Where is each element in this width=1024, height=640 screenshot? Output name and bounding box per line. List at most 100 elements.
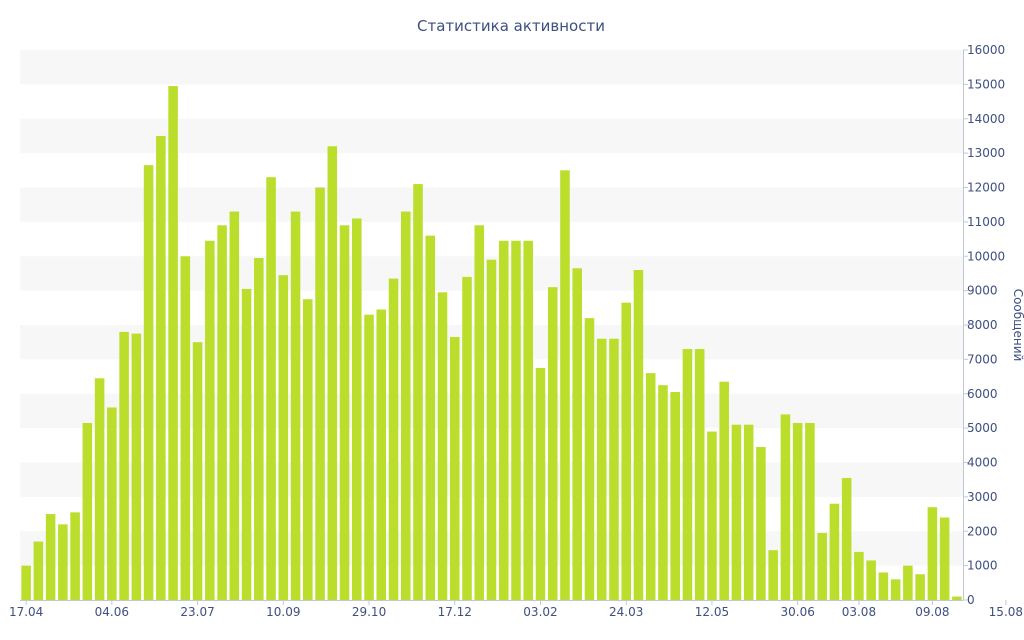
bar[interactable] [829,503,840,600]
bar[interactable] [45,514,56,600]
y-tick-label: 12000 [967,181,1005,195]
bar[interactable] [364,314,374,600]
bar[interactable] [82,422,93,600]
bar[interactable] [854,551,864,601]
bar[interactable] [119,331,129,601]
chart-title: Статистика активности [417,17,605,35]
bar[interactable] [707,431,717,600]
bar[interactable] [633,270,644,600]
y-tick-label: 10000 [967,249,1005,263]
bar[interactable] [107,407,117,601]
bar[interactable] [780,414,791,601]
bar[interactable] [523,240,534,600]
y-axis-label: Сообщений [1011,289,1024,362]
bar[interactable] [903,565,913,601]
bar[interactable] [241,288,252,600]
bar[interactable] [413,184,423,600]
y-tick-label: 15000 [967,77,1005,91]
y-tick-label: 0 [967,593,975,607]
bar[interactable] [572,268,582,600]
bar[interactable] [511,240,521,600]
y-tick-label: 14000 [967,112,1005,126]
bar[interactable] [756,447,766,600]
x-tick-label: 24.03 [609,605,643,619]
bar[interactable] [229,211,240,600]
bar[interactable] [437,292,448,600]
bar[interactable] [180,256,191,600]
bar[interactable] [584,318,595,601]
bar[interactable] [658,385,668,600]
bar[interactable] [156,135,166,600]
bar[interactable] [890,579,901,601]
x-tick-label: 03.08 [842,605,876,619]
bar[interactable] [33,541,44,600]
bar[interactable] [327,146,338,600]
bar[interactable] [462,276,472,601]
x-tick-label: 17.04 [9,605,43,619]
x-tick-label: 03.02 [523,605,557,619]
bar[interactable] [694,349,705,600]
bar[interactable] [866,560,876,600]
bar[interactable] [927,507,938,600]
bar[interactable] [143,165,154,600]
bar[interactable] [315,187,325,601]
bar[interactable] [817,532,827,600]
y-axis-ticks: 0 1000 2000 3000 4000 5000 6000 7000 8000 9000 100… [963,43,1005,607]
bar[interactable] [682,349,693,600]
bar[interactable] [645,373,656,601]
bar[interactable] [952,596,962,600]
y-tick-label: 2000 [967,524,998,538]
bar[interactable] [547,287,558,600]
bar[interactable] [915,574,925,600]
bar[interactable] [719,381,729,600]
bar[interactable] [254,257,264,600]
y-tick-label: 3000 [967,490,998,504]
bar[interactable] [168,86,178,601]
bar[interactable] [486,259,497,600]
x-tick-label: 29.10 [352,605,386,619]
bar[interactable] [425,235,436,601]
bar[interactable] [339,225,350,600]
bar[interactable] [21,565,31,601]
bar[interactable] [303,299,313,600]
y-tick-label: 11000 [967,215,1005,229]
bar[interactable] [58,524,68,601]
bar[interactable] [401,211,411,600]
bar[interactable] [841,477,852,600]
bar[interactable] [560,170,570,600]
grid-band [20,50,963,85]
bar[interactable] [376,309,387,600]
bar[interactable] [621,302,631,600]
bar[interactable] [878,572,889,601]
bar[interactable] [474,225,485,600]
bar[interactable] [449,337,460,600]
bar[interactable] [192,342,203,600]
bar[interactable] [70,512,80,600]
bar[interactable] [609,338,619,600]
bar[interactable] [939,517,950,601]
bar[interactable] [670,392,680,600]
bar[interactable] [805,422,815,600]
y-tick-label: 4000 [967,456,998,470]
bar[interactable] [792,422,803,600]
bar[interactable] [94,378,105,600]
bar[interactable] [388,278,399,600]
bar[interactable] [266,177,276,600]
bar-series [21,86,962,601]
bar[interactable] [743,424,754,600]
bar[interactable] [731,424,742,600]
bar[interactable] [535,367,546,600]
x-tick-label: 09.08 [915,605,949,619]
bar[interactable] [278,275,289,600]
bar[interactable] [498,240,509,600]
bar[interactable] [131,333,142,600]
bar[interactable] [352,218,362,600]
bar[interactable] [768,550,778,600]
bar[interactable] [217,225,227,600]
y-tick-label: 6000 [967,387,998,401]
x-tick-label: 12.05 [695,605,729,619]
bar[interactable] [290,211,301,600]
bar[interactable] [596,338,607,600]
bar[interactable] [205,240,215,600]
